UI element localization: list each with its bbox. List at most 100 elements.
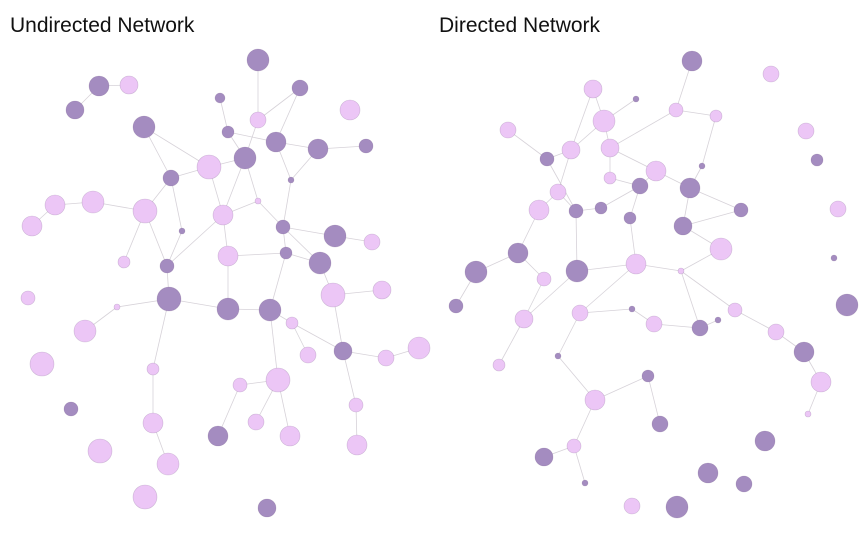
network-node-dark [673, 216, 693, 236]
network-node-light [600, 138, 620, 158]
network-edge [680, 270, 736, 311]
network-node-dark [830, 254, 838, 262]
network-edge [579, 308, 633, 314]
undirected-network-panel: Undirected Network [0, 0, 430, 540]
network-node-dark [735, 475, 753, 493]
network-node-dark [88, 75, 110, 97]
network-node-light [117, 255, 131, 269]
network-node-dark [257, 498, 277, 518]
network-node-light [645, 160, 667, 182]
network-node-dark [714, 316, 722, 324]
network-node-light [668, 102, 684, 118]
network-node-dark [448, 298, 464, 314]
network-node-dark [156, 286, 182, 312]
undirected-network-title: Undirected Network [10, 14, 195, 37]
network-node-dark [507, 242, 529, 264]
network-node-light [584, 389, 606, 411]
directed-network-graph [448, 50, 859, 519]
network-edge [680, 270, 701, 329]
network-edge [282, 179, 292, 228]
network-node-light [603, 171, 617, 185]
network-node-dark [323, 224, 347, 248]
directed-network-panel: Directed Network [430, 0, 868, 540]
network-node-dark [665, 495, 689, 519]
network-node-dark [265, 131, 287, 153]
network-node-dark [679, 177, 701, 199]
network-edge [342, 350, 357, 406]
network-node-light [44, 194, 66, 216]
network-edge [507, 129, 548, 160]
network-node-dark [733, 202, 749, 218]
network-edge [570, 88, 594, 151]
network-node-dark [258, 298, 282, 322]
network-node-light [156, 452, 180, 476]
network-node-dark [835, 293, 859, 317]
network-node-light [709, 237, 733, 261]
network-node-light [146, 362, 160, 376]
network-node-light [20, 290, 36, 306]
network-node-light [372, 280, 392, 300]
network-node-dark [697, 462, 719, 484]
network-node-light [804, 410, 812, 418]
network-node-light [73, 319, 97, 343]
network-node-dark [641, 369, 655, 383]
network-node-light [528, 199, 550, 221]
network-node-light [762, 65, 780, 83]
network-node-dark [162, 169, 180, 187]
network-node-dark [216, 297, 240, 321]
network-node-light [407, 336, 431, 360]
network-node-dark [651, 415, 669, 433]
network-node-light [623, 497, 641, 515]
network-node-light [377, 349, 395, 367]
network-node-light [132, 198, 158, 224]
network-node-dark [681, 50, 703, 72]
network-node-light [549, 183, 567, 201]
network-node-dark [246, 48, 270, 72]
network-node-dark [207, 425, 229, 447]
network-node-dark [631, 177, 649, 195]
network-node-light [29, 351, 55, 377]
network-node-light [829, 200, 847, 218]
network-edge [647, 375, 661, 425]
network-node-dark [581, 479, 589, 487]
network-node-dark [534, 447, 554, 467]
network-node-light [583, 79, 603, 99]
network-node-dark [554, 352, 562, 360]
network-edge [682, 209, 742, 227]
network-node-light [21, 215, 43, 237]
network-node-dark [287, 176, 295, 184]
network-node-dark [221, 125, 235, 139]
network-node-light [279, 425, 301, 447]
network-node-light [797, 122, 815, 140]
network-edge [523, 270, 578, 320]
network-node-light [625, 253, 647, 275]
network-node-dark [291, 79, 309, 97]
network-node-dark [65, 100, 85, 120]
network-node-dark [691, 319, 709, 337]
network-node-dark [568, 203, 584, 219]
network-node-light [265, 367, 291, 393]
network-node-light [561, 140, 581, 160]
network-edge [166, 214, 224, 267]
network-node-light [536, 271, 552, 287]
network-node-dark [628, 305, 636, 313]
network-node-dark [565, 259, 589, 283]
network-node-light [346, 434, 368, 456]
network-node-light [566, 438, 582, 454]
network-node-dark [214, 92, 226, 104]
network-edge [143, 126, 210, 168]
network-node-dark [358, 138, 374, 154]
network-node-light [767, 323, 785, 341]
network-node-light [363, 233, 381, 251]
network-node-light [119, 75, 139, 95]
network-edge [170, 177, 183, 232]
network-node-dark [307, 138, 329, 160]
network-node-dark [333, 341, 353, 361]
network-node-light [254, 197, 262, 205]
network-node-light [81, 190, 105, 214]
network-node-light [645, 315, 663, 333]
network-edge [609, 109, 677, 149]
network-edge [291, 322, 344, 352]
network-node-light [339, 99, 361, 121]
network-node-dark [810, 153, 824, 167]
